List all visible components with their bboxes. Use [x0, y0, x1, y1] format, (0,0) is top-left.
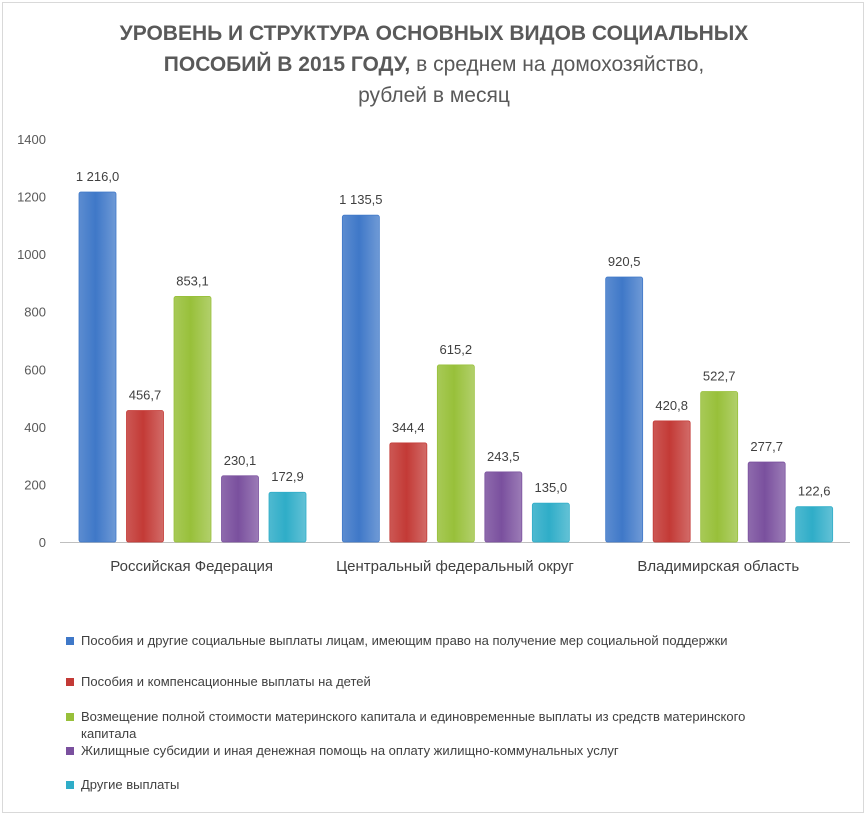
- x-category-label: Российская Федерация: [110, 558, 273, 575]
- y-tick-label: 1400: [17, 132, 46, 147]
- y-tick-label: 1000: [17, 247, 46, 262]
- y-tick-label: 600: [24, 362, 46, 377]
- bar: [531, 502, 570, 543]
- bar-value-label: 172,9: [271, 469, 304, 484]
- bar-value-label: 920,5: [608, 254, 641, 269]
- y-tick-label: 400: [24, 420, 46, 435]
- bar: [389, 442, 428, 543]
- bar-value-label: 420,8: [655, 398, 688, 413]
- x-category-label: Владимирская область: [637, 558, 799, 575]
- bar-value-label: 522,7: [703, 369, 736, 384]
- bar: [341, 214, 380, 543]
- title-line-1: УРОВЕНЬ И СТРУКТУРА ОСНОВНЫХ ВИДОВ СОЦИА…: [119, 22, 749, 45]
- bar: [747, 461, 786, 543]
- bar-value-label: 122,6: [798, 484, 831, 499]
- legend-swatch: [66, 713, 74, 721]
- bar: [484, 471, 523, 543]
- bar: [605, 276, 644, 543]
- title-line-2-normal: в среднем на домохозяйство,: [410, 53, 705, 76]
- bar: [652, 420, 691, 543]
- y-axis: 0 200 400 600 800 1000 1200 1400: [17, 132, 850, 550]
- chart-title: УРОВЕНЬ И СТРУКТУРА ОСНОВНЫХ ВИДОВ СОЦИА…: [0, 18, 868, 111]
- bar-value-label: 344,4: [392, 420, 425, 435]
- bar-value-label: 277,7: [750, 439, 783, 454]
- legend-swatch: [66, 678, 74, 686]
- bar: [700, 391, 739, 543]
- title-line-3: рублей в месяц: [358, 84, 510, 107]
- bar-value-label: 230,1: [224, 453, 257, 468]
- x-category-label: Центральный федеральный округ: [336, 558, 574, 575]
- bar: [795, 506, 834, 543]
- bar: [268, 491, 307, 543]
- bar: [221, 475, 259, 543]
- bar: [173, 296, 212, 543]
- legend-label: Жилищные субсидии и иная денежная помощь…: [81, 743, 619, 758]
- y-tick-label: 800: [24, 305, 46, 320]
- legend-label: Пособия и компенсационные выплаты на дет…: [81, 674, 371, 689]
- bar-value-label: 243,5: [487, 449, 520, 464]
- legend-swatch: [66, 747, 74, 755]
- bar-value-label: 853,1: [176, 273, 209, 288]
- legend-label: Возмещение полной стоимости материнского…: [81, 709, 746, 741]
- bar-value-label: 456,7: [129, 388, 162, 403]
- y-tick-label: 0: [39, 535, 46, 550]
- y-tick-label: 200: [24, 477, 46, 492]
- bars: 1 216,0 456,7 853,1 230,1 172,9 1 135,5 344,4 6…: [76, 169, 834, 543]
- bar-value-label: 135,0: [535, 480, 568, 495]
- bar: [126, 410, 164, 543]
- bar-value-label: 615,2: [440, 342, 473, 357]
- bar-value-label: 1 216,0: [76, 169, 119, 184]
- title-line-2-bold: ПОСОБИЙ В 2015 ГОДУ,: [163, 53, 411, 76]
- legend-label: Пособия и другие социальные выплаты лица…: [81, 633, 728, 648]
- y-tick-label: 1200: [17, 190, 46, 205]
- bar-value-label: 1 135,5: [339, 192, 382, 207]
- legend-swatch: [66, 637, 74, 645]
- legend-label: Другие выплаты: [81, 777, 180, 792]
- bar-chart: 0 200 400 600 800 1000 1200 1400 1 216,0 456,7 85…: [17, 132, 850, 575]
- bar: [78, 191, 117, 543]
- bar: [436, 364, 475, 543]
- x-axis: Российская Федерация Центральный федераль…: [110, 558, 799, 575]
- legend-swatch: [66, 781, 74, 789]
